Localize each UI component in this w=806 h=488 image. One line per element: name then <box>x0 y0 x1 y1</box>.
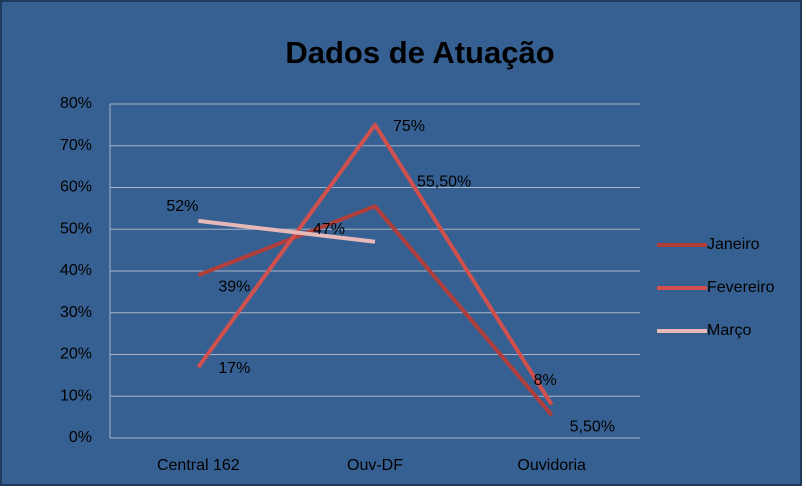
data-label: 55,50% <box>417 174 471 191</box>
y-tick-label: 10% <box>60 387 92 404</box>
data-label: 5,50% <box>570 418 615 435</box>
y-tick-label: 0% <box>69 429 92 446</box>
chart-title: Dados de Atuação <box>285 35 554 70</box>
x-tick-label: Central 162 <box>157 457 240 474</box>
legend-label: Janeiro <box>707 236 760 253</box>
data-label: 39% <box>218 278 250 295</box>
y-tick-label: 80% <box>60 95 92 112</box>
data-label: 52% <box>166 198 198 215</box>
series-line <box>198 218 376 244</box>
series-line <box>196 122 554 406</box>
data-label: 8% <box>534 372 557 389</box>
y-tick-label: 20% <box>60 346 92 363</box>
legend-label: Março <box>707 322 752 339</box>
y-tick-label: 30% <box>60 304 92 321</box>
x-tick-label: Ouvidoria <box>517 457 586 474</box>
y-tick-label: 70% <box>60 137 92 154</box>
x-tick-label: Ouv-DF <box>347 457 403 474</box>
data-label: 47% <box>313 221 345 238</box>
data-label: 75% <box>393 118 425 135</box>
legend-label: Fevereiro <box>707 279 775 296</box>
y-tick-label: 40% <box>60 262 92 279</box>
y-tick-label: 60% <box>60 179 92 196</box>
data-label: 17% <box>218 360 250 377</box>
series-line <box>197 204 554 417</box>
y-tick-label: 50% <box>60 220 92 237</box>
